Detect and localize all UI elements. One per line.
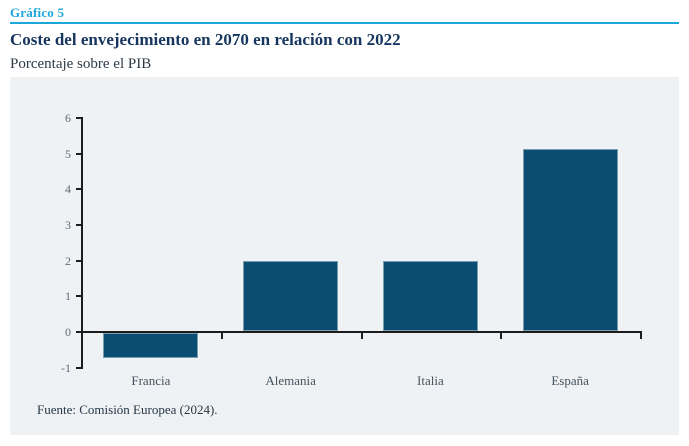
bar-españa	[522, 149, 618, 331]
y-axis-tick-label: 6	[65, 111, 71, 126]
y-axis-tick-label: 3	[65, 218, 71, 233]
y-axis-tick	[76, 117, 81, 120]
y-axis-tick	[76, 152, 81, 155]
bar-francia	[103, 333, 199, 358]
category-label-alemania: Alemania	[265, 373, 316, 388]
y-axis-tick	[76, 295, 81, 298]
category-label-españa: España	[551, 373, 589, 388]
x-axis-tick	[360, 333, 363, 339]
y-axis-tick	[76, 366, 81, 369]
x-axis-line	[81, 331, 642, 333]
y-axis-line	[81, 117, 83, 369]
source-note: Fuente: Comisión Europea (2024).	[37, 402, 218, 417]
x-axis-tick	[640, 333, 642, 339]
y-axis-tick-label: 5	[65, 146, 71, 161]
y-axis-tick-label: 2	[65, 253, 71, 268]
category-label-francia: Francia	[131, 373, 171, 388]
y-axis-tick-label: -1	[61, 360, 71, 375]
chart-kicker: Gráfico 5	[10, 5, 65, 20]
chart-panel: 6 5 4 3 2 1 0 -1 Francia Alemania Italia España Fue…	[10, 77, 679, 435]
y-axis-tick-label: 0	[65, 325, 71, 339]
x-axis-tick	[500, 333, 503, 339]
y-axis-tick	[76, 188, 81, 191]
y-axis-tick-label: 4	[65, 182, 71, 197]
y-axis-tick-label: 1	[65, 289, 71, 304]
page-subtitle: Porcentaje sobre el PIB	[10, 56, 152, 72]
page-title: Coste del envejecimiento en 2070 en rela…	[10, 30, 401, 49]
y-axis-tick	[76, 259, 81, 262]
x-axis-tick	[220, 333, 223, 339]
category-label-italia: Italia	[417, 373, 444, 388]
y-axis-tick	[76, 331, 81, 333]
y-axis-tick	[76, 224, 81, 227]
bar-alemania	[243, 261, 339, 331]
bar-italia	[382, 261, 478, 331]
accent-rule	[10, 22, 679, 24]
